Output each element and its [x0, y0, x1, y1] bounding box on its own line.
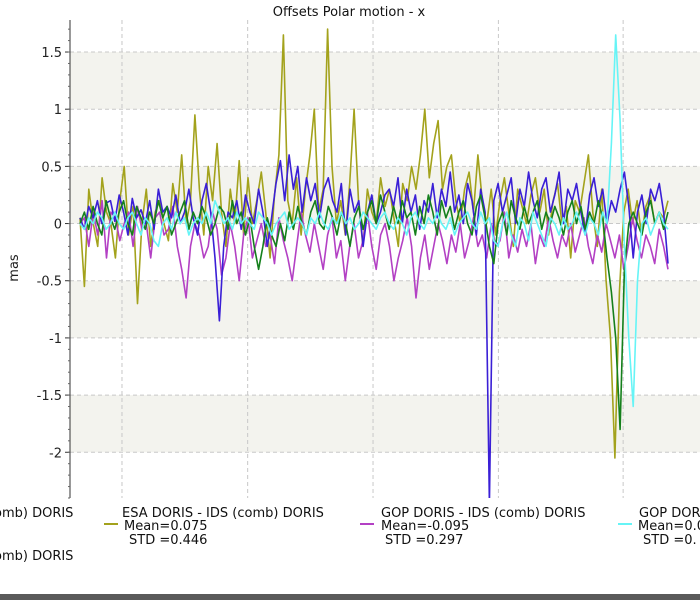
- chart-title: Offsets Polar motion - x: [273, 5, 426, 20]
- y-tick-label: -1.5: [37, 389, 62, 404]
- grid-lines: [70, 20, 700, 498]
- legend: omb) DORIS ESA DORIS - IDS (comb) DORISMe…: [0, 506, 700, 564]
- y-tick-label: -0.5: [37, 275, 62, 290]
- series-line-3: [79, 34, 669, 408]
- y-tick-label: -2: [49, 446, 62, 461]
- legend-mean-series-1: Mean=0.075: [124, 519, 208, 534]
- legend-label-series-2: GOP DORIS - IDS (comb) DORIS: [381, 506, 585, 521]
- series-lines: [79, 28, 669, 498]
- y-tick-label: -1: [49, 332, 62, 347]
- legend-label-series-4: omb) DORIS: [0, 549, 73, 564]
- legend-label-series-0: omb) DORIS: [0, 506, 73, 521]
- legend-mean-series-2: Mean=-0.095: [381, 519, 469, 534]
- legend-std-series-3: STD =0.: [643, 533, 697, 548]
- y-tick-label: 1.5: [41, 46, 62, 61]
- y-axis: 1.5 1 0.5 0 -0.5 -1 -1.5 -2: [37, 20, 71, 499]
- background-band: [70, 395, 700, 453]
- background-band: [70, 52, 700, 110]
- y-tick-label: 1: [54, 103, 62, 118]
- legend-std-series-2: STD =0.297: [385, 533, 463, 548]
- y-axis-label: mas: [7, 254, 22, 282]
- background-band: [70, 280, 700, 338]
- bottom-border: [0, 594, 700, 600]
- y-tick-label: 0: [54, 218, 62, 233]
- legend-std-series-1: STD =0.446: [129, 533, 207, 548]
- legend-label-series-3: GOP DOR: [639, 506, 700, 521]
- legend-mean-series-3: Mean=0.0: [638, 519, 700, 534]
- legend-label-series-1: ESA DORIS - IDS (comb) DORIS: [122, 506, 324, 521]
- series-line-1: [79, 28, 669, 459]
- y-tick-label: 0.5: [41, 160, 62, 175]
